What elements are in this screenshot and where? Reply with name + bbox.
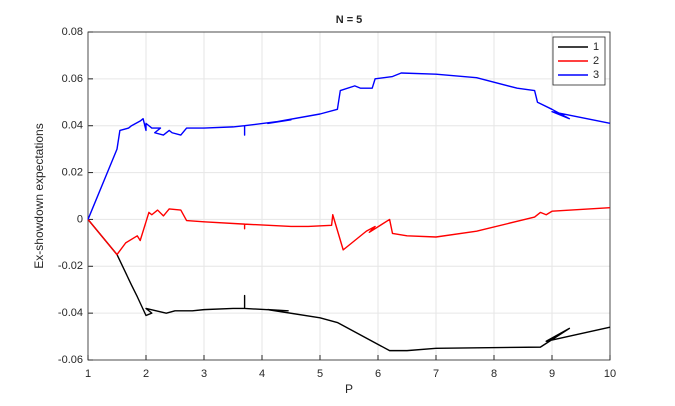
- y-tick-label: 0.06: [62, 73, 83, 85]
- series-line: [87, 218, 611, 352]
- y-tick-label: -0.02: [58, 260, 83, 272]
- x-axis-label: P: [345, 382, 353, 396]
- x-tick-label: 3: [201, 368, 207, 380]
- x-tick-label: 5: [317, 368, 323, 380]
- plot-area: [88, 32, 610, 360]
- x-tick-label: 10: [604, 368, 616, 380]
- x-tick-label: 7: [433, 368, 439, 380]
- x-tick-label: 6: [375, 368, 381, 380]
- axes-box: [87, 31, 611, 361]
- series-line: [87, 207, 611, 256]
- legend-label: 2: [593, 55, 599, 67]
- x-tick-label: 4: [259, 368, 265, 380]
- y-tick-label: 0.08: [62, 26, 83, 38]
- y-tick-label: -0.04: [58, 307, 83, 319]
- y-tick-label: -0.06: [58, 354, 83, 366]
- y-tick-label: 0.02: [62, 166, 83, 178]
- legend-label: 3: [593, 69, 599, 81]
- y-tick-label: 0.04: [62, 120, 83, 132]
- y-axis-label: Ex-showdown expectations: [32, 123, 46, 268]
- legend-label: 1: [593, 41, 599, 53]
- x-tick-label: 1: [85, 368, 91, 380]
- y-tick-label: 0: [77, 213, 83, 225]
- x-tick-label: 8: [491, 368, 497, 380]
- series-line: [87, 72, 611, 220]
- chart-title: N = 5: [336, 14, 363, 26]
- x-tick-label: 9: [549, 368, 555, 380]
- x-tick-label: 2: [143, 368, 149, 380]
